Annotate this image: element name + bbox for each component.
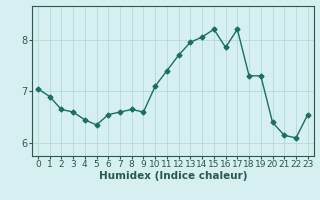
X-axis label: Humidex (Indice chaleur): Humidex (Indice chaleur) bbox=[99, 171, 247, 181]
